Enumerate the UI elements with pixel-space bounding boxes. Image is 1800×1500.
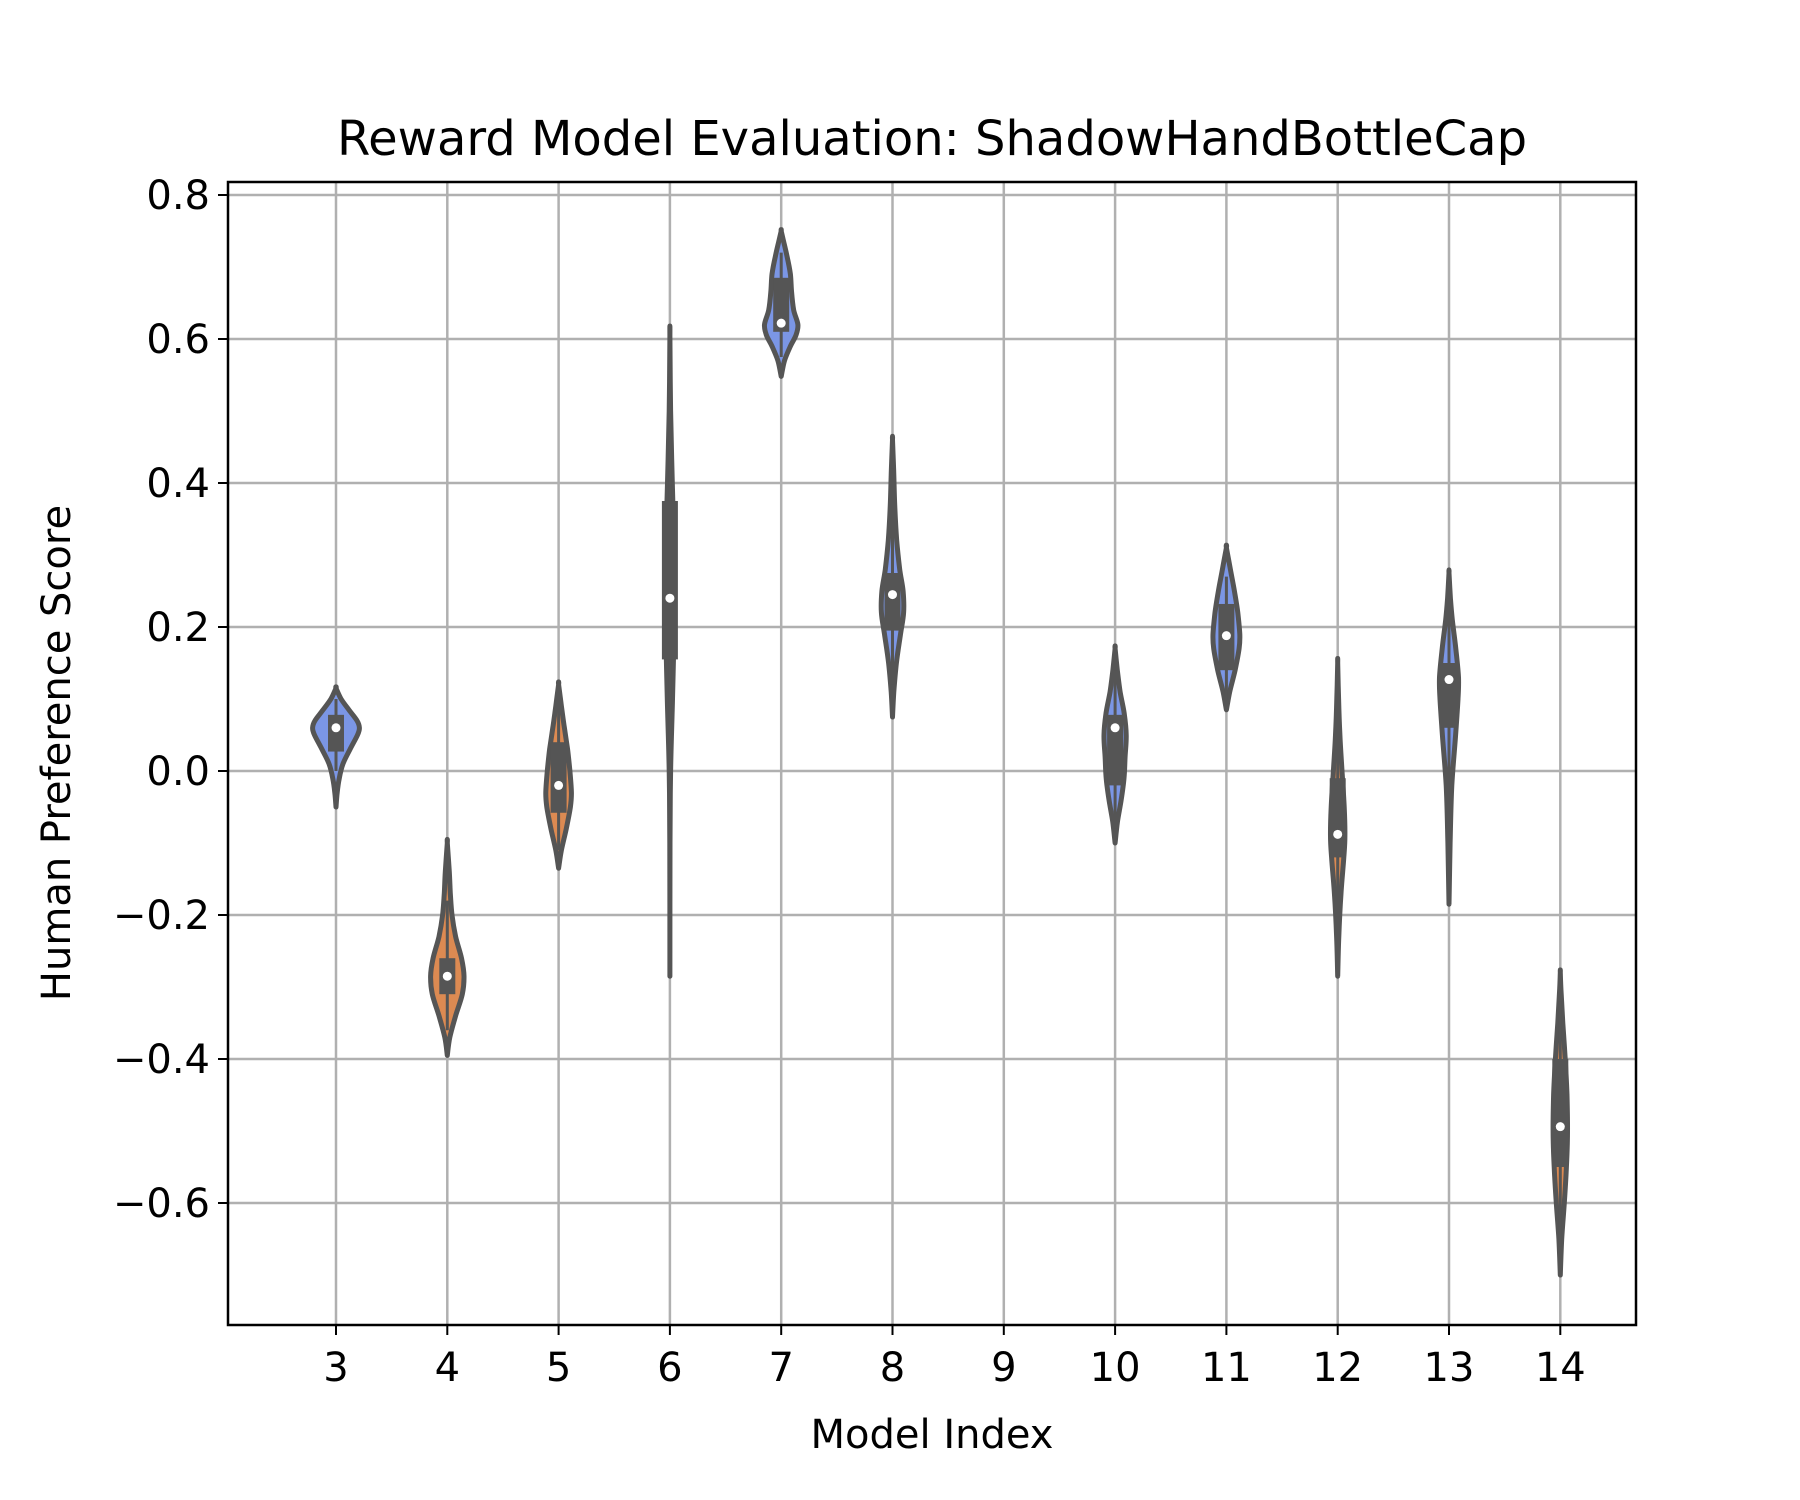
x-tick-label: 14 (1535, 1345, 1586, 1391)
violin-10 (1101, 643, 1129, 846)
violin-iqr-box (550, 742, 567, 813)
violin-iqr-box (1107, 714, 1124, 786)
x-axis-ticks: 3 4 5 6 7 8 9 10 11 12 13 14 (323, 1325, 1586, 1391)
violin-13 (1436, 567, 1462, 907)
violin-median-dot (888, 590, 897, 600)
violin-6 (661, 323, 678, 979)
x-tick-label: 13 (1424, 1345, 1475, 1391)
y-tick-label: 0.6 (146, 317, 210, 363)
plot-frame (226, 180, 1638, 1327)
violin-iqr-box (1441, 663, 1457, 728)
violin-median-dot (1444, 675, 1454, 685)
violin-iqr-box (1329, 778, 1346, 858)
y-tick-label: 0.0 (146, 749, 210, 795)
violin-iqr-box (661, 501, 678, 660)
y-tick-label: −0.4 (113, 1037, 210, 1083)
x-tick-label: 4 (435, 1345, 460, 1391)
violin-median-dot (554, 780, 564, 790)
x-tick-label: 6 (657, 1345, 682, 1391)
grid (228, 182, 1636, 1325)
violin-3 (310, 684, 362, 810)
violin-median-dot (776, 318, 786, 328)
violin-median-dot (331, 723, 341, 733)
violin-iqr-box (884, 573, 901, 631)
violins (310, 227, 1571, 1278)
x-tick-label: 8 (880, 1345, 905, 1391)
x-axis-label: Model Index (811, 1412, 1054, 1458)
violin-median-dot (665, 593, 675, 603)
violin-iqr-box (328, 714, 344, 752)
violin-median-dot (1555, 1122, 1565, 1132)
violin-iqr-box (1552, 1059, 1569, 1167)
x-tick-label: 3 (323, 1345, 348, 1391)
violin-median-dot (1110, 723, 1120, 733)
x-tick-label: 12 (1312, 1345, 1363, 1391)
y-tick-label: −0.2 (113, 893, 210, 939)
violin-14 (1550, 967, 1571, 1278)
violin-12 (1327, 656, 1348, 979)
x-tick-label: 11 (1201, 1345, 1252, 1391)
violin-median-dot (1221, 631, 1231, 641)
violin-5 (543, 679, 574, 871)
y-tick-label: −0.6 (113, 1181, 210, 1227)
y-tick-label: 0.8 (146, 173, 210, 219)
y-tick-label: 0.2 (146, 605, 210, 651)
violin-11 (1210, 542, 1243, 713)
x-tick-label: 5 (546, 1345, 571, 1391)
violin-4 (428, 836, 467, 1058)
x-tick-label: 10 (1090, 1345, 1141, 1391)
y-axis-ticks: 0.8 0.6 0.4 0.2 0.0 −0.2 −0.4 −0.6 (113, 173, 228, 1227)
violin-7 (761, 227, 801, 379)
violin-median-dot (1333, 829, 1343, 839)
x-tick-label: 7 (768, 1345, 793, 1391)
y-axis-label: Human Preference Score (34, 505, 80, 1001)
violin-median-dot (442, 971, 452, 981)
violin-iqr-box (773, 277, 790, 332)
chart-title: Reward Model Evaluation: ShadowHandBottl… (337, 111, 1527, 167)
y-tick-label: 0.4 (146, 461, 210, 507)
x-tick-label: 9 (991, 1345, 1016, 1391)
violin-8 (878, 433, 907, 720)
